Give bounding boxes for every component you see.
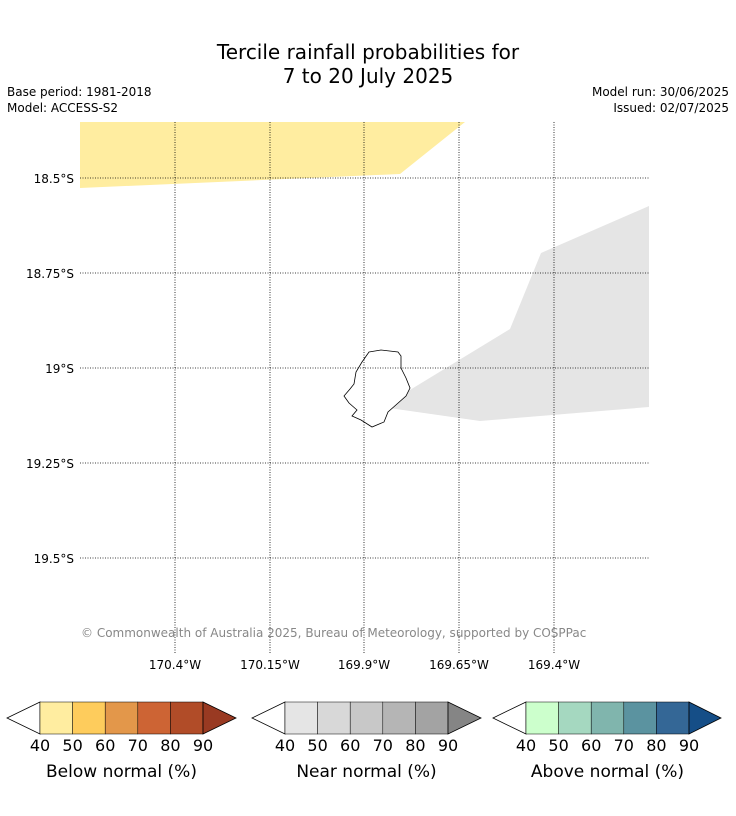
colorbar-segment xyxy=(656,701,690,735)
colorbar-title-below: Below normal (%) xyxy=(46,762,197,782)
colorbar-extend-low xyxy=(6,701,41,735)
colorbar-tick-label: 50 xyxy=(548,736,568,755)
copyright-text: © Commonwealth of Australia 2025, Bureau… xyxy=(81,626,586,640)
lon-label: 170.15°W xyxy=(240,658,300,672)
lon-labels: 170.4°W 170.15°W 169.9°W 169.65°W 169.4°… xyxy=(149,658,580,672)
colorbar-tick-label: 60 xyxy=(95,736,115,755)
colorbar-below: 40 50 60 70 80 90 xyxy=(6,701,237,755)
colorbar-segment xyxy=(317,701,351,735)
lat-label: 19°S xyxy=(45,362,74,376)
colorbar-segment xyxy=(415,701,449,735)
colorbar-tick-label: 40 xyxy=(516,736,536,755)
model-label: Model: ACCESS-S2 xyxy=(7,101,119,115)
colorbar-tick-label: 60 xyxy=(581,736,601,755)
colorbar-segment xyxy=(72,701,106,735)
colorbar-tick-label: 70 xyxy=(373,736,393,755)
colorbar-tick-label: 40 xyxy=(275,736,295,755)
colorbar-segment xyxy=(558,701,592,735)
colorbar-tick-label: 90 xyxy=(438,736,458,755)
colorbar-segment xyxy=(382,701,416,735)
colorbar-segment xyxy=(170,701,204,735)
near-normal-region xyxy=(382,206,649,421)
lat-label: 19.5°S xyxy=(34,552,74,566)
lat-label: 18.5°S xyxy=(34,172,74,186)
colorbar-segment xyxy=(525,701,559,735)
colorbar-tick-label: 70 xyxy=(128,736,148,755)
lon-label: 169.65°W xyxy=(429,658,489,672)
colorbar-extend-high xyxy=(688,701,722,735)
colorbar-tick-label: 40 xyxy=(30,736,50,755)
map-gridlines xyxy=(80,122,649,653)
colorbar-extend-low xyxy=(492,701,527,735)
colorbar-tick-label: 60 xyxy=(340,736,360,755)
lat-labels: 18.5°S 18.75°S 19°S 19.25°S 19.5°S xyxy=(26,172,74,566)
colorbar-tick-label: 80 xyxy=(160,736,180,755)
lon-label: 169.4°W xyxy=(528,658,580,672)
model-run-label: Model run: 30/06/2025 xyxy=(591,85,729,99)
island-outline xyxy=(343,349,411,428)
colorbar-title-above: Above normal (%) xyxy=(530,762,685,782)
colorbar-extend-high xyxy=(202,701,237,735)
colorbar-tick-label: 90 xyxy=(679,736,699,755)
colorbar-segment xyxy=(623,701,657,735)
colorbar-segment xyxy=(349,701,384,735)
colorbar-segment xyxy=(137,701,171,735)
figure-title-line2: 7 to 20 July 2025 xyxy=(282,64,454,88)
figure-title-line1: Tercile rainfall probabilities for xyxy=(216,40,520,64)
colorbars: 40 50 60 70 80 90 40 50 60 70 80 90 40 50 60 70 80 90 xyxy=(6,701,722,755)
base-period-label: Base period: 1981-2018 xyxy=(7,85,152,99)
below-normal-region xyxy=(80,122,465,188)
colorbar-extend-low xyxy=(251,701,286,735)
map-area: 18.5°S 18.75°S 19°S 19.25°S 19.5°S 170.4… xyxy=(26,122,649,672)
issued-label: Issued: 02/07/2025 xyxy=(613,101,729,115)
colorbar-extend-high xyxy=(447,701,482,735)
lat-label: 18.75°S xyxy=(26,267,74,281)
colorbar-tick-label: 50 xyxy=(62,736,82,755)
colorbar-tick-label: 50 xyxy=(307,736,327,755)
colorbar-tick-label: 90 xyxy=(193,736,213,755)
lat-label: 19.25°S xyxy=(26,457,74,471)
colorbar-title-near: Near normal (%) xyxy=(296,762,437,782)
colorbar-above: 40 50 60 70 80 90 xyxy=(492,701,722,755)
lon-label: 170.4°W xyxy=(149,658,201,672)
colorbar-tick-label: 80 xyxy=(405,736,425,755)
colorbar-near: 40 50 60 70 80 90 xyxy=(251,701,482,755)
lon-label: 169.9°W xyxy=(338,658,390,672)
colorbar-segment xyxy=(39,701,73,735)
colorbar-tick-label: 70 xyxy=(614,736,634,755)
colorbar-segment xyxy=(590,701,625,735)
colorbar-tick-label: 80 xyxy=(646,736,666,755)
colorbar-segment xyxy=(284,701,318,735)
colorbar-segment xyxy=(104,701,139,735)
